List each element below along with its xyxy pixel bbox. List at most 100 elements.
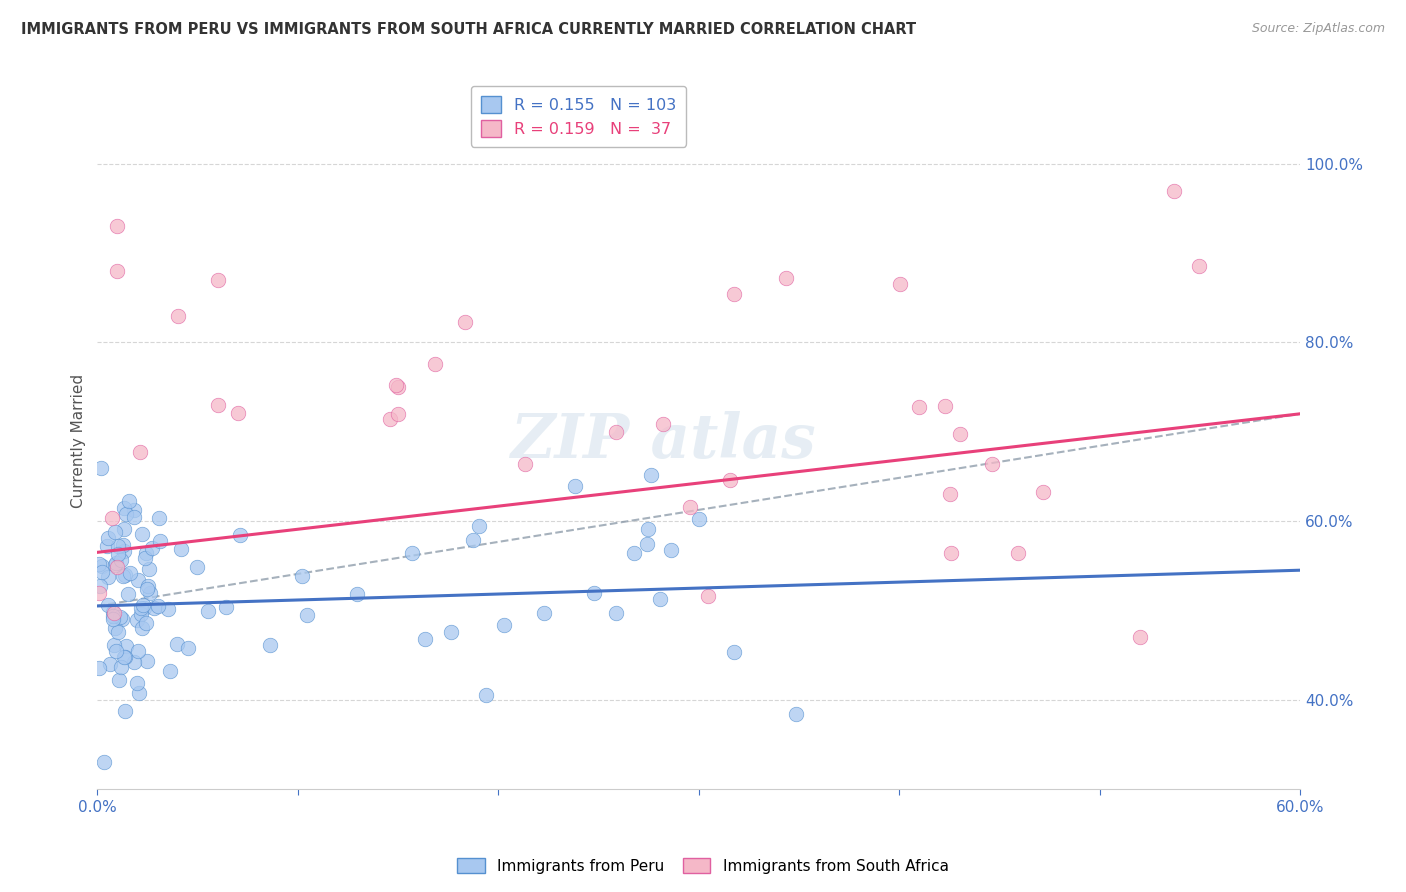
- Point: [127, 644, 149, 658]
- Point: [107, 547, 129, 561]
- Point: [114, 567, 136, 582]
- Point: [650, 591, 672, 606]
- Point: [132, 599, 155, 613]
- Point: [89, 579, 111, 593]
- Point: [515, 457, 537, 471]
- Point: [105, 264, 128, 278]
- Point: [108, 610, 131, 624]
- Point: [98, 657, 121, 671]
- Point: [111, 538, 134, 552]
- Point: [295, 607, 318, 622]
- Point: [1007, 546, 1029, 560]
- Point: [120, 566, 142, 580]
- Point: [129, 601, 152, 615]
- Point: [136, 654, 159, 668]
- Point: [775, 271, 797, 285]
- Point: [128, 686, 150, 700]
- Point: [114, 650, 136, 665]
- Point: [90, 559, 112, 574]
- Point: [141, 541, 163, 556]
- Point: [103, 638, 125, 652]
- Point: [149, 533, 172, 548]
- Point: [107, 625, 129, 640]
- Point: [148, 599, 170, 613]
- Point: [138, 586, 160, 600]
- Point: [291, 569, 314, 583]
- Point: [105, 559, 128, 574]
- Point: [454, 315, 477, 329]
- Point: [89, 585, 111, 599]
- Point: [423, 357, 446, 371]
- Point: [104, 644, 127, 658]
- Point: [97, 531, 120, 545]
- Text: ZIP atlas: ZIP atlas: [510, 410, 815, 471]
- Point: [114, 507, 136, 521]
- Point: [89, 558, 111, 572]
- Point: [723, 287, 745, 301]
- Point: [605, 606, 627, 620]
- Point: [110, 612, 132, 626]
- Point: [132, 601, 155, 615]
- Point: [679, 500, 702, 514]
- Point: [128, 444, 150, 458]
- Y-axis label: Currently Married: Currently Married: [72, 374, 86, 508]
- Point: [104, 621, 127, 635]
- Text: IMMIGRANTS FROM PERU VS IMMIGRANTS FROM SOUTH AFRICA CURRENTLY MARRIED CORRELATI: IMMIGRANTS FROM PERU VS IMMIGRANTS FROM …: [21, 22, 917, 37]
- Legend: Immigrants from Peru, Immigrants from South Africa: Immigrants from Peru, Immigrants from So…: [451, 852, 955, 880]
- Point: [101, 612, 124, 626]
- Text: Source: ZipAtlas.com: Source: ZipAtlas.com: [1251, 22, 1385, 36]
- Point: [125, 676, 148, 690]
- Point: [186, 560, 208, 574]
- Point: [104, 558, 127, 573]
- Point: [134, 551, 156, 566]
- Point: [125, 613, 148, 627]
- Point: [949, 426, 972, 441]
- Point: [981, 457, 1004, 471]
- Point: [652, 417, 675, 431]
- Point: [934, 400, 956, 414]
- Point: [461, 533, 484, 547]
- Point: [97, 598, 120, 612]
- Point: [148, 511, 170, 525]
- Point: [640, 467, 662, 482]
- Point: [166, 309, 188, 323]
- Point: [197, 604, 219, 618]
- Point: [688, 512, 710, 526]
- Point: [136, 582, 159, 596]
- Point: [785, 706, 807, 721]
- Point: [117, 587, 139, 601]
- Point: [387, 380, 409, 394]
- Point: [89, 661, 111, 675]
- Point: [122, 503, 145, 517]
- Point: [135, 546, 157, 560]
- Point: [112, 568, 135, 582]
- Point: [93, 756, 115, 770]
- Point: [122, 510, 145, 524]
- Point: [378, 412, 401, 426]
- Point: [1188, 260, 1211, 274]
- Point: [97, 569, 120, 583]
- Point: [494, 617, 516, 632]
- Point: [226, 406, 249, 420]
- Point: [157, 601, 180, 615]
- Point: [659, 543, 682, 558]
- Point: [129, 607, 152, 622]
- Point: [401, 545, 423, 559]
- Point: [440, 625, 463, 640]
- Point: [91, 565, 114, 579]
- Point: [1032, 485, 1054, 500]
- Point: [131, 621, 153, 635]
- Point: [136, 579, 159, 593]
- Point: [259, 638, 281, 652]
- Point: [103, 606, 125, 620]
- Point: [169, 542, 191, 557]
- Point: [177, 640, 200, 655]
- Point: [468, 519, 491, 533]
- Point: [533, 607, 555, 621]
- Point: [105, 556, 128, 570]
- Point: [101, 511, 124, 525]
- Point: [115, 639, 138, 653]
- Point: [228, 528, 250, 542]
- Point: [413, 632, 436, 646]
- Point: [103, 605, 125, 619]
